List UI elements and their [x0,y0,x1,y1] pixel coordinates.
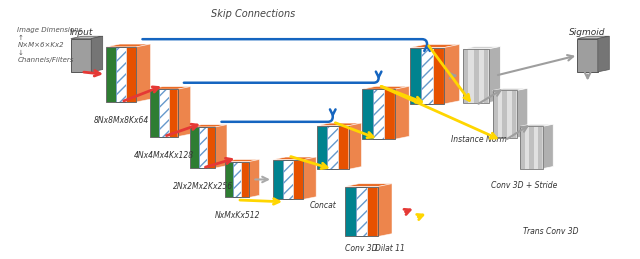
Polygon shape [150,87,191,89]
FancyBboxPatch shape [367,186,378,236]
Polygon shape [410,45,460,47]
FancyBboxPatch shape [293,160,303,199]
Polygon shape [598,36,609,72]
Polygon shape [543,124,553,169]
Polygon shape [92,36,102,72]
Polygon shape [349,123,362,169]
FancyBboxPatch shape [233,162,241,197]
Polygon shape [520,124,553,126]
Polygon shape [577,36,609,39]
Text: 8Nx8Mx8Kx64: 8Nx8Mx8Kx64 [93,116,149,125]
Polygon shape [106,44,150,47]
Text: Conv 3D: Conv 3D [345,243,378,253]
FancyBboxPatch shape [508,90,512,138]
Text: Image Dimensions
↑
N×M×6×Kx2
↓
Channels/Filters: Image Dimensions ↑ N×M×6×Kx2 ↓ Channels/… [17,27,83,63]
FancyBboxPatch shape [577,39,598,72]
FancyBboxPatch shape [534,126,538,169]
FancyBboxPatch shape [373,89,384,139]
Polygon shape [444,45,460,104]
FancyBboxPatch shape [384,89,395,139]
FancyBboxPatch shape [198,127,207,168]
Polygon shape [216,125,227,168]
FancyBboxPatch shape [225,162,233,197]
FancyBboxPatch shape [273,160,283,199]
Text: Conv 3D + Stride: Conv 3D + Stride [491,181,557,190]
FancyBboxPatch shape [479,49,484,103]
Polygon shape [303,157,316,199]
FancyBboxPatch shape [356,186,367,236]
Polygon shape [463,46,500,49]
FancyBboxPatch shape [463,49,468,103]
Text: Input: Input [69,28,93,37]
Text: Dilat 11: Dilat 11 [375,243,405,253]
FancyBboxPatch shape [525,126,529,169]
Polygon shape [489,46,500,103]
Text: Sigmoid: Sigmoid [570,28,606,37]
Text: Skip Connections: Skip Connections [211,9,295,19]
FancyBboxPatch shape [433,47,444,104]
Polygon shape [345,184,392,186]
Text: 4Nx4Mx4Kx128: 4Nx4Mx4Kx128 [134,151,194,160]
Polygon shape [225,160,259,162]
Polygon shape [493,88,528,90]
FancyBboxPatch shape [338,126,349,169]
Text: Trans Conv 3D: Trans Conv 3D [523,227,579,236]
FancyBboxPatch shape [106,47,116,102]
FancyBboxPatch shape [126,47,136,102]
Polygon shape [71,36,102,39]
Polygon shape [190,125,227,127]
FancyBboxPatch shape [328,126,338,169]
FancyBboxPatch shape [168,89,178,136]
FancyBboxPatch shape [241,162,249,197]
FancyBboxPatch shape [529,126,534,169]
FancyBboxPatch shape [484,49,489,103]
FancyBboxPatch shape [512,90,517,138]
Text: Instance Norm: Instance Norm [451,135,508,144]
FancyBboxPatch shape [207,127,216,168]
Polygon shape [136,44,150,102]
FancyBboxPatch shape [190,127,198,168]
Text: Concat: Concat [310,201,337,210]
Polygon shape [395,86,409,139]
FancyBboxPatch shape [421,47,433,104]
Text: NxMxKx512: NxMxKx512 [214,212,260,220]
Polygon shape [362,86,409,89]
FancyBboxPatch shape [362,89,373,139]
Polygon shape [273,157,316,160]
Text: 2Nx2Mx2Kx256: 2Nx2Mx2Kx256 [173,182,233,191]
Polygon shape [249,160,259,197]
Polygon shape [178,87,191,136]
FancyBboxPatch shape [317,126,328,169]
FancyBboxPatch shape [345,186,356,236]
Polygon shape [317,123,362,126]
FancyBboxPatch shape [520,126,525,169]
FancyBboxPatch shape [150,89,159,136]
FancyBboxPatch shape [502,90,508,138]
FancyBboxPatch shape [538,126,543,169]
FancyBboxPatch shape [159,89,168,136]
Polygon shape [517,88,528,138]
FancyBboxPatch shape [493,90,497,138]
FancyBboxPatch shape [474,49,479,103]
FancyBboxPatch shape [283,160,293,199]
Polygon shape [378,184,392,236]
FancyBboxPatch shape [410,47,421,104]
FancyBboxPatch shape [71,39,92,72]
FancyBboxPatch shape [116,47,126,102]
FancyBboxPatch shape [468,49,474,103]
FancyBboxPatch shape [497,90,502,138]
